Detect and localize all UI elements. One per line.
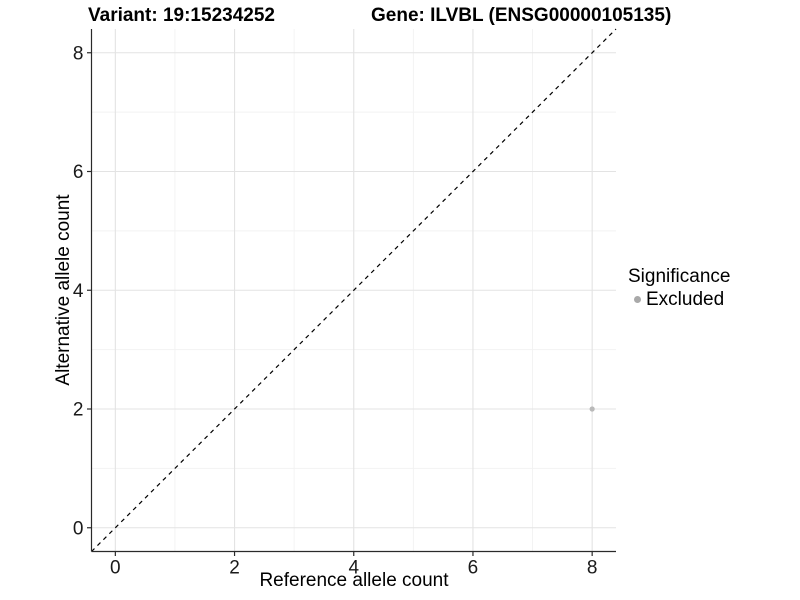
x-axis-title: Reference allele count xyxy=(259,570,449,591)
x-tick-label: 6 xyxy=(468,558,479,579)
x-tick-label: 2 xyxy=(229,558,240,579)
x-tick-label: 0 xyxy=(110,558,121,579)
y-axis-title: Alternative allele count xyxy=(53,194,74,386)
y-tick-label: 8 xyxy=(73,43,84,64)
y-tick-label: 2 xyxy=(73,400,84,421)
legend-item-label: Excluded xyxy=(646,289,725,310)
y-tick-label: 4 xyxy=(73,281,84,302)
x-tick-label: 8 xyxy=(587,558,598,579)
plot-title-variant: Variant: 19:15234252 xyxy=(88,5,275,26)
legend: Significance Excluded xyxy=(628,266,730,310)
y-tick-label: 6 xyxy=(73,162,84,183)
excluded-dot-icon xyxy=(634,296,641,303)
y-tick-label: 0 xyxy=(73,518,84,539)
x-tick-label: 4 xyxy=(348,558,359,579)
legend-title: Significance xyxy=(628,266,731,287)
legend-item-excluded: Excluded xyxy=(628,289,730,310)
plot-title-gene: Gene: ILVBL (ENSG00000105135) xyxy=(371,5,672,26)
data-point-excluded xyxy=(589,406,595,412)
identity-dashed-line xyxy=(91,28,617,552)
